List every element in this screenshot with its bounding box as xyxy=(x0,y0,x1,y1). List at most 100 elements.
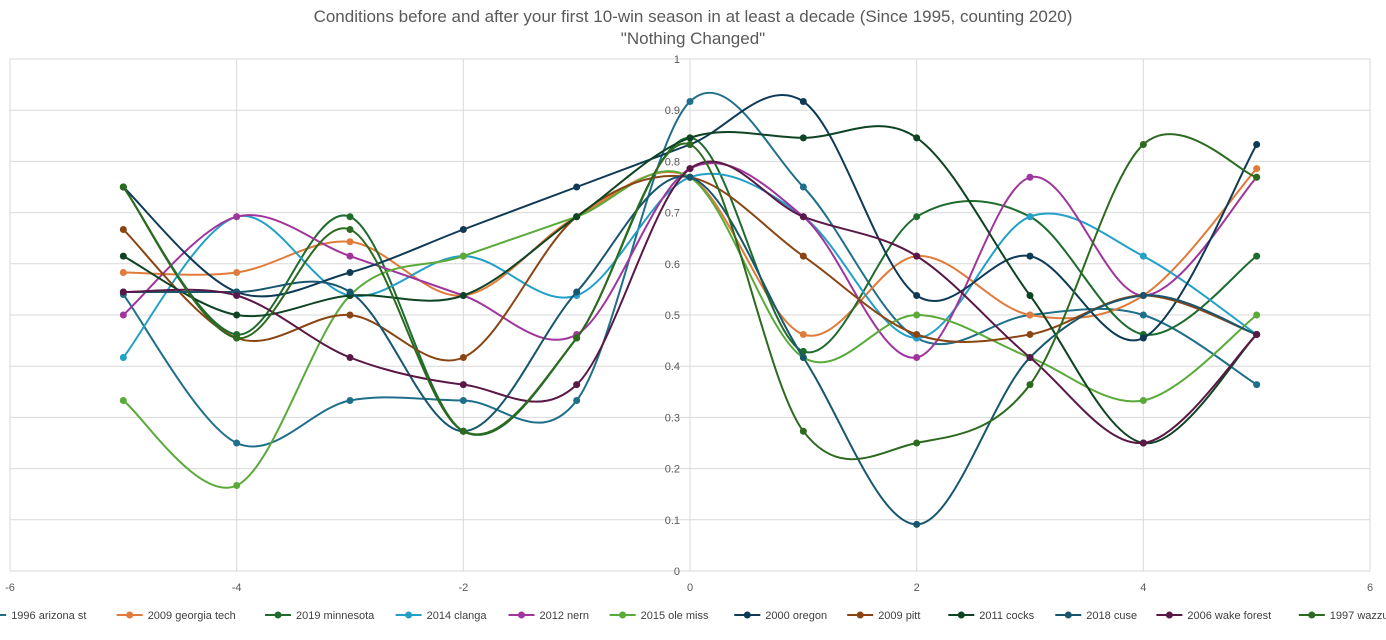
data-point-2011-cocks xyxy=(913,134,921,142)
data-point-2012-nern xyxy=(346,252,354,260)
data-point-2014-clanga xyxy=(1139,252,1147,260)
legend-marker-2011-cocks xyxy=(957,611,965,619)
data-point-2011-cocks xyxy=(686,134,694,142)
data-point-2006-wake-forest xyxy=(1139,439,1147,447)
legend-label-1996-arizona-st: 1996 arizona st xyxy=(11,610,86,622)
data-point-2018-cuse xyxy=(799,353,807,361)
legend-marker-2019-minnesota xyxy=(274,611,282,619)
data-point-2011-cocks xyxy=(799,134,807,142)
data-point-2012-nern xyxy=(119,311,127,319)
data-point-1997-wazzu xyxy=(119,183,127,191)
y-tick-label: 0.7 xyxy=(665,208,680,220)
x-tick-label: 6 xyxy=(1367,582,1373,594)
data-point-2009-georgia-tech xyxy=(1026,311,1034,319)
data-point-1996-arizona-st xyxy=(686,97,694,105)
data-point-2000-oregon xyxy=(573,183,581,191)
legend-marker-2014-clanga xyxy=(405,611,413,619)
data-point-2009-pitt xyxy=(799,252,807,260)
data-point-2000-oregon xyxy=(913,292,921,300)
y-tick-label: 0.4 xyxy=(665,361,680,373)
y-tick-label: 0.8 xyxy=(665,156,680,168)
data-point-2006-wake-forest xyxy=(233,292,241,300)
data-point-1997-wazzu xyxy=(1026,381,1034,389)
legend-marker-2018-cuse xyxy=(1064,611,1072,619)
legend-label-2018-cuse: 2018 cuse xyxy=(1086,610,1137,622)
data-point-1996-arizona-st xyxy=(1253,381,1261,389)
data-point-2015-ole-miss xyxy=(1253,311,1261,319)
data-point-2015-ole-miss xyxy=(913,311,921,319)
data-point-2012-nern xyxy=(1026,173,1034,181)
data-point-2012-nern xyxy=(233,213,241,221)
data-point-1996-arizona-st xyxy=(233,439,241,447)
data-point-1997-wazzu xyxy=(799,427,807,435)
data-point-2000-oregon xyxy=(799,97,807,105)
x-tick-label: 4 xyxy=(1140,582,1146,594)
legend-marker-2006-wake-forest xyxy=(1165,611,1173,619)
legend-marker-2009-georgia-tech xyxy=(126,611,134,619)
data-point-2018-cuse xyxy=(686,173,694,181)
legend-label-2011-cocks: 2011 cocks xyxy=(979,610,1034,622)
data-point-2000-oregon xyxy=(1026,252,1034,260)
data-point-2009-georgia-tech xyxy=(799,330,807,338)
data-point-2009-pitt xyxy=(346,311,354,319)
x-tick-label: -6 xyxy=(5,582,15,594)
legend-label-2015-ole-miss: 2015 ole miss xyxy=(641,610,709,622)
y-tick-label: 0.5 xyxy=(665,310,680,322)
data-point-1997-wazzu xyxy=(233,334,241,342)
data-point-2009-pitt xyxy=(913,330,921,338)
data-point-2006-wake-forest xyxy=(119,288,127,296)
y-tick-label: 1 xyxy=(674,54,680,66)
legend-label-2019-minnesota: 2019 minnesota xyxy=(296,610,375,622)
x-tick-label: -4 xyxy=(232,582,242,594)
chart-subtitle: "Nothing Changed" xyxy=(620,29,766,48)
data-point-1997-wazzu xyxy=(686,141,694,149)
data-point-2000-oregon xyxy=(1139,334,1147,342)
data-point-1997-wazzu xyxy=(459,427,467,435)
series-line-2011-cocks xyxy=(122,125,1258,445)
data-point-2000-oregon xyxy=(346,269,354,277)
legend-marker-2015-ole-miss xyxy=(619,611,627,619)
data-point-2018-cuse xyxy=(1139,292,1147,300)
data-point-2006-wake-forest xyxy=(1026,353,1034,361)
data-point-2009-pitt xyxy=(459,353,467,361)
y-tick-label: 0.1 xyxy=(665,515,680,527)
data-point-2014-clanga xyxy=(119,353,127,361)
data-point-2006-wake-forest xyxy=(346,353,354,361)
data-point-2014-clanga xyxy=(1026,213,1034,221)
legend-label-2000-oregon: 2000 oregon xyxy=(765,610,827,622)
y-tick-label: 0.6 xyxy=(665,259,680,271)
legend-label-2014-clanga: 2014 clanga xyxy=(427,610,488,622)
x-tick-label: -2 xyxy=(458,582,468,594)
data-point-2006-wake-forest xyxy=(573,381,581,389)
data-point-1996-arizona-st xyxy=(346,397,354,405)
legend-label-2009-georgia-tech: 2009 georgia tech xyxy=(148,610,236,622)
data-point-2009-georgia-tech xyxy=(119,269,127,277)
data-point-2015-ole-miss xyxy=(1139,397,1147,405)
y-tick-label: 0.9 xyxy=(665,105,680,117)
data-point-2000-oregon xyxy=(1253,141,1261,149)
data-point-2009-pitt xyxy=(1026,330,1034,338)
legend-label-1997-wazzu: 1997 wazzu xyxy=(1330,610,1386,622)
data-point-2019-minnesota xyxy=(1253,252,1261,260)
legend-marker-2012-nern xyxy=(518,611,525,619)
data-point-2006-wake-forest xyxy=(799,213,807,221)
data-point-1997-wazzu xyxy=(1253,173,1261,181)
data-point-2011-cocks xyxy=(119,252,127,260)
data-point-1997-wazzu xyxy=(1139,141,1147,149)
data-point-2015-ole-miss xyxy=(459,252,467,260)
data-point-1997-wazzu xyxy=(913,439,921,447)
legend-label-2006-wake-forest: 2006 wake forest xyxy=(1187,610,1271,622)
legend-label-2009-pitt: 2009 pitt xyxy=(878,610,920,622)
legend-marker-2009-pitt xyxy=(856,611,864,619)
data-point-2009-georgia-tech xyxy=(346,238,354,246)
data-point-1997-wazzu xyxy=(573,334,581,342)
data-point-2011-cocks xyxy=(1026,292,1034,300)
data-point-2018-cuse xyxy=(913,520,921,528)
data-point-2018-cuse xyxy=(573,288,581,296)
data-point-2019-minnesota xyxy=(913,213,921,221)
data-point-1996-arizona-st xyxy=(573,397,581,405)
data-point-2012-nern xyxy=(913,353,921,361)
series-line-2009-georgia-tech xyxy=(123,167,1258,337)
